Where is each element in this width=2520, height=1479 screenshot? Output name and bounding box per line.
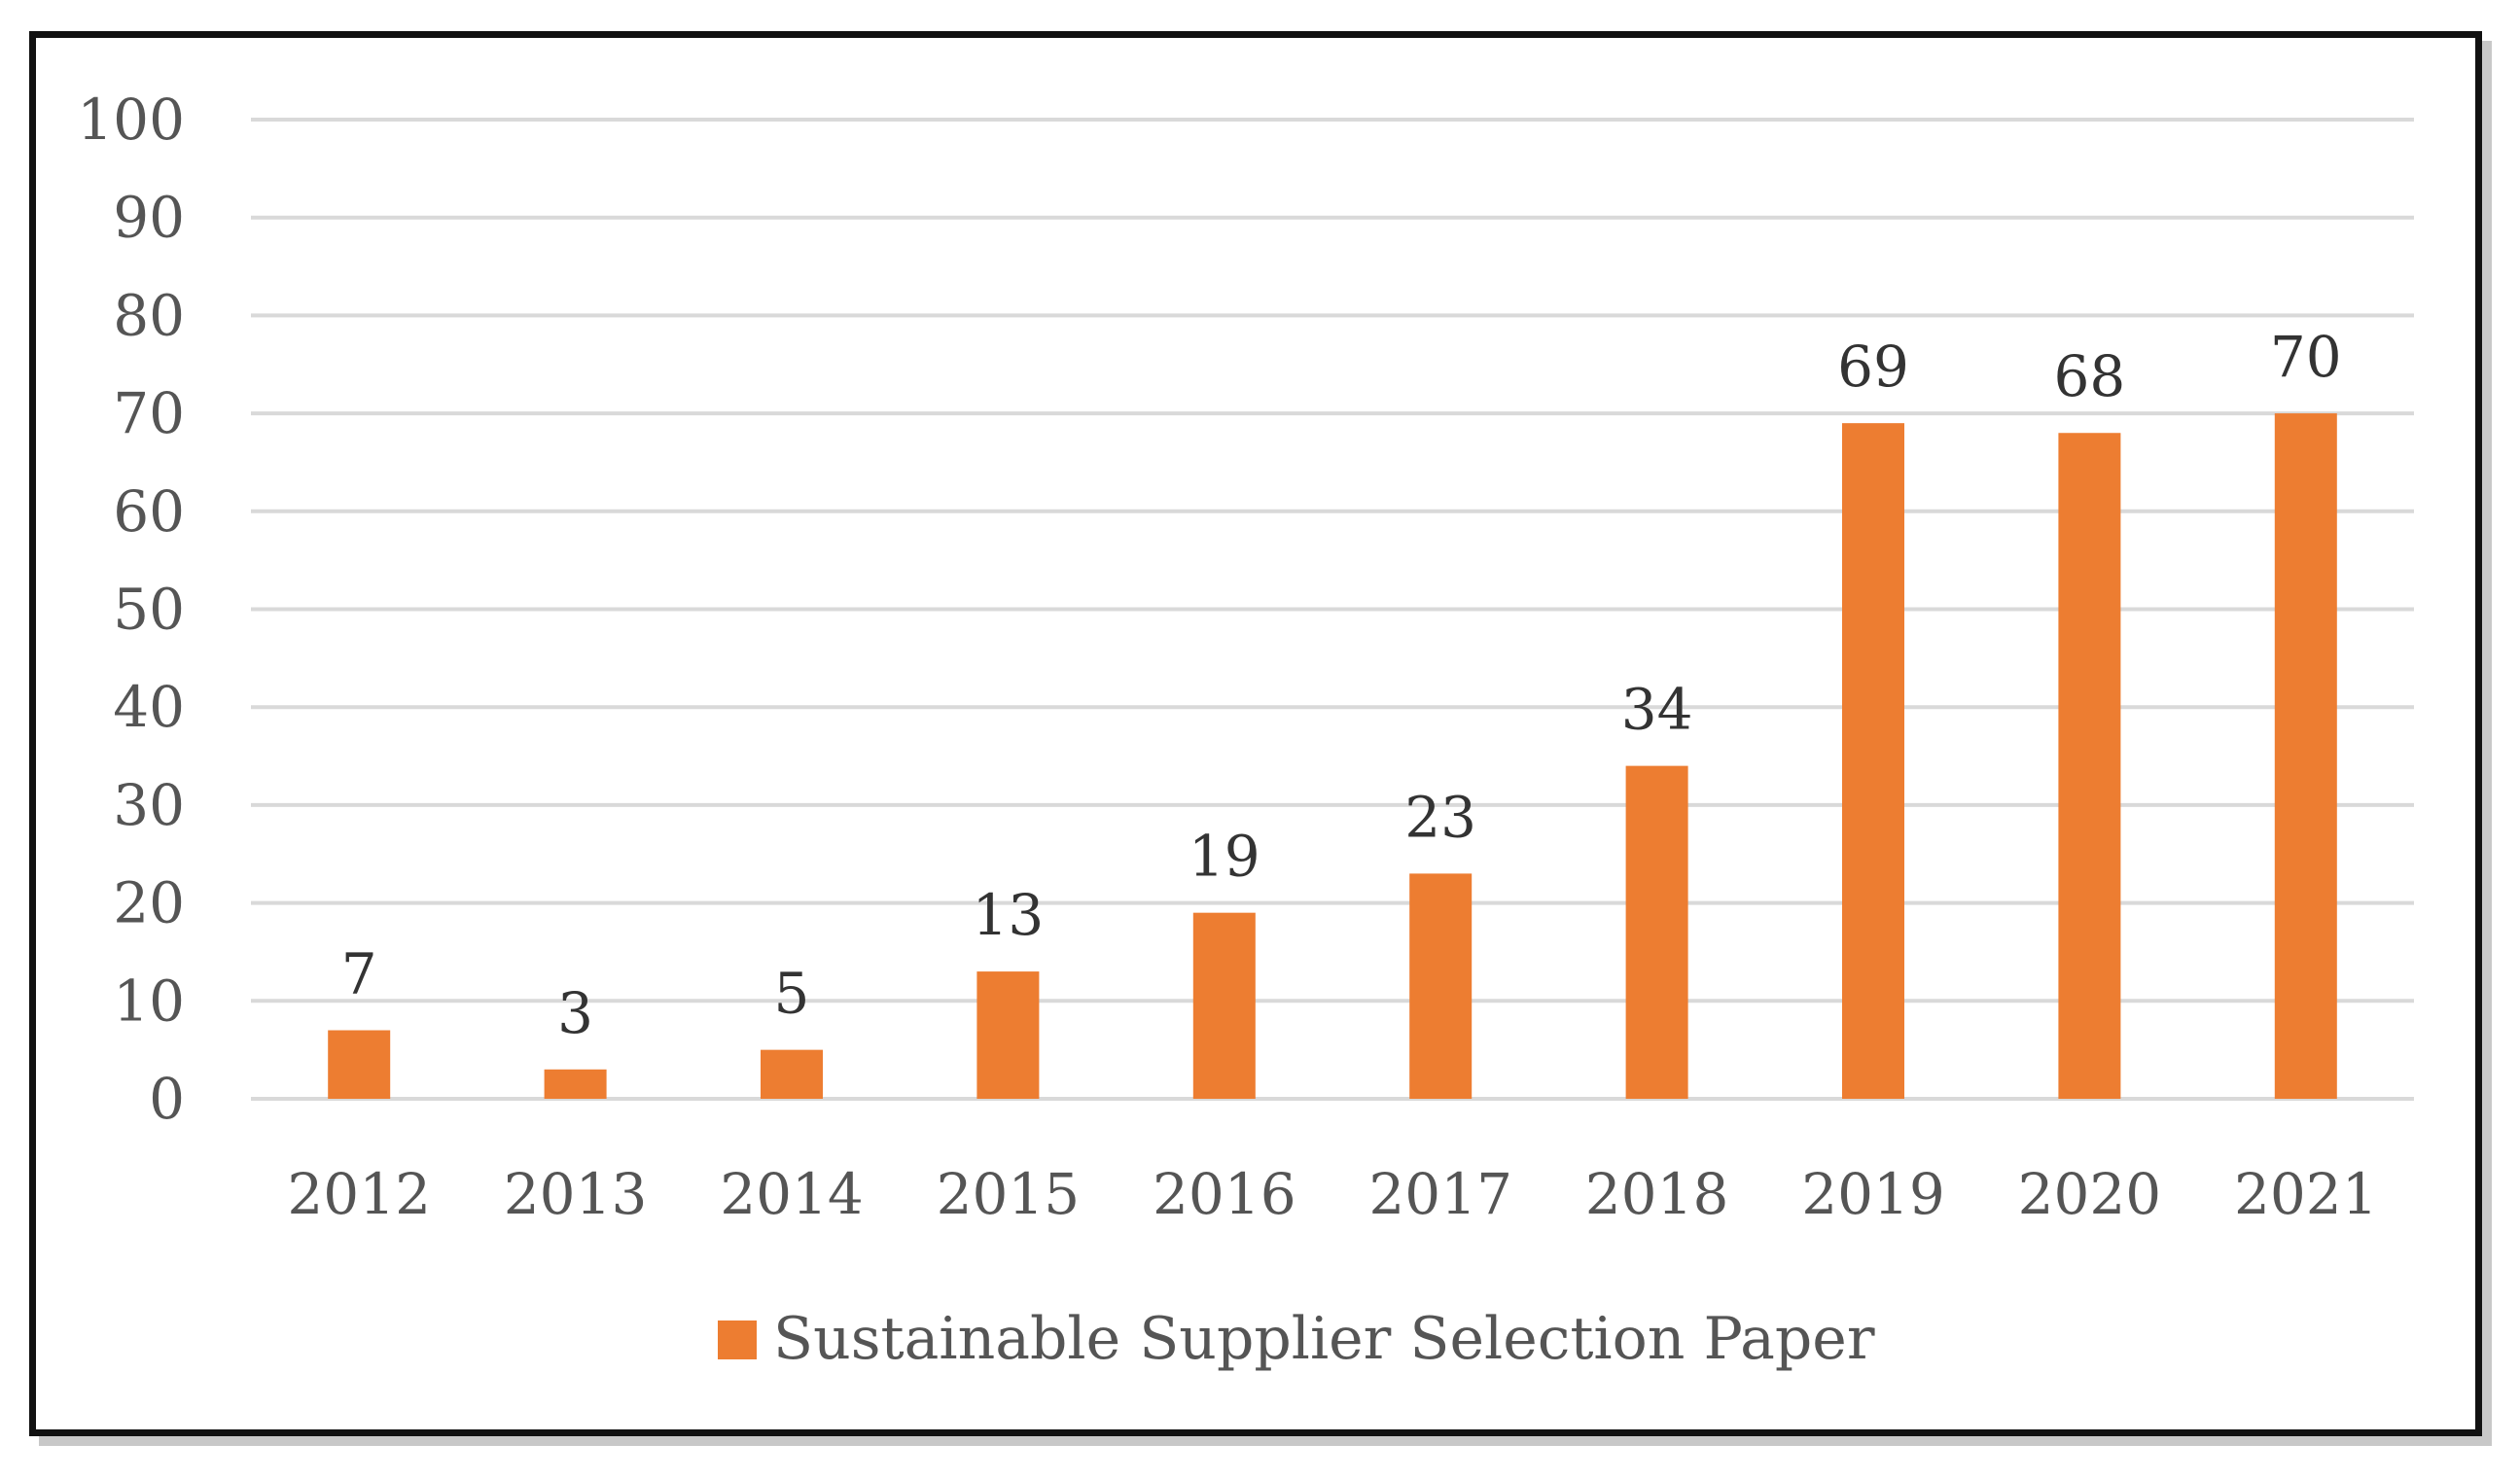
x-tick-label-2016: 2016 (1153, 1161, 1296, 1227)
x-tick-label-2019: 2019 (1801, 1161, 1945, 1227)
y-tick-label: 10 (113, 968, 185, 1034)
y-tick-label: 20 (113, 870, 185, 936)
data-label-2018: 34 (1621, 677, 1693, 743)
x-tick-label-2013: 2013 (504, 1161, 648, 1227)
bar-2019 (1842, 423, 1904, 1099)
y-tick-label: 100 (77, 87, 185, 153)
data-label-2014: 5 (774, 961, 810, 1027)
y-tick-label: 80 (113, 282, 185, 348)
data-label-2019: 69 (1837, 334, 1909, 400)
bar-2021 (2274, 413, 2337, 1100)
bar-2016 (1192, 912, 1256, 1099)
legend-swatch (718, 1321, 757, 1359)
x-tick-label-2012: 2012 (287, 1161, 431, 1227)
data-label-2021: 70 (2270, 324, 2342, 390)
x-tick-label-2021: 2021 (2234, 1161, 2378, 1227)
y-axis-ticks: 0 10 20 30 40 50 60 70 80 90 100 (77, 87, 185, 1132)
bar-2018 (1625, 765, 1688, 1099)
data-labels: 7 3 5 13 19 23 34 69 68 70 (341, 324, 2342, 1046)
bars (328, 413, 2337, 1100)
x-tick-label-2018: 2018 (1585, 1161, 1729, 1227)
x-tick-label-2014: 2014 (720, 1161, 864, 1227)
y-tick-label: 0 (149, 1066, 185, 1132)
x-axis-ticks: 2012 2013 2014 2015 2016 2017 2018 2019 2020 2021 (287, 1161, 2377, 1227)
y-tick-label: 30 (113, 772, 185, 838)
bar-2015 (976, 971, 1040, 1099)
bar-2020 (2058, 433, 2121, 1099)
y-tick-label: 50 (113, 577, 185, 643)
data-label-2012: 7 (341, 941, 377, 1007)
data-label-2020: 68 (2053, 343, 2125, 409)
legend: Sustainable Supplier Selection Paper (718, 1305, 1875, 1373)
data-label-2013: 3 (557, 980, 593, 1046)
x-tick-label-2020: 2020 (2018, 1161, 2162, 1227)
y-tick-label: 90 (113, 185, 185, 251)
y-tick-label: 40 (113, 674, 185, 740)
bar-2013 (544, 1069, 607, 1099)
bar-2012 (328, 1030, 391, 1099)
legend-label: Sustainable Supplier Selection Paper (773, 1305, 1875, 1373)
y-tick-label: 70 (113, 380, 185, 446)
data-label-2015: 13 (972, 882, 1044, 948)
data-label-2017: 23 (1404, 784, 1476, 850)
x-tick-label-2017: 2017 (1368, 1161, 1512, 1227)
bar-2017 (1409, 873, 1473, 1099)
gridlines (251, 118, 2414, 1101)
data-label-2016: 19 (1189, 824, 1260, 890)
bar-2014 (761, 1049, 823, 1099)
x-tick-label-2015: 2015 (937, 1161, 1081, 1227)
y-tick-label: 60 (113, 478, 185, 545)
